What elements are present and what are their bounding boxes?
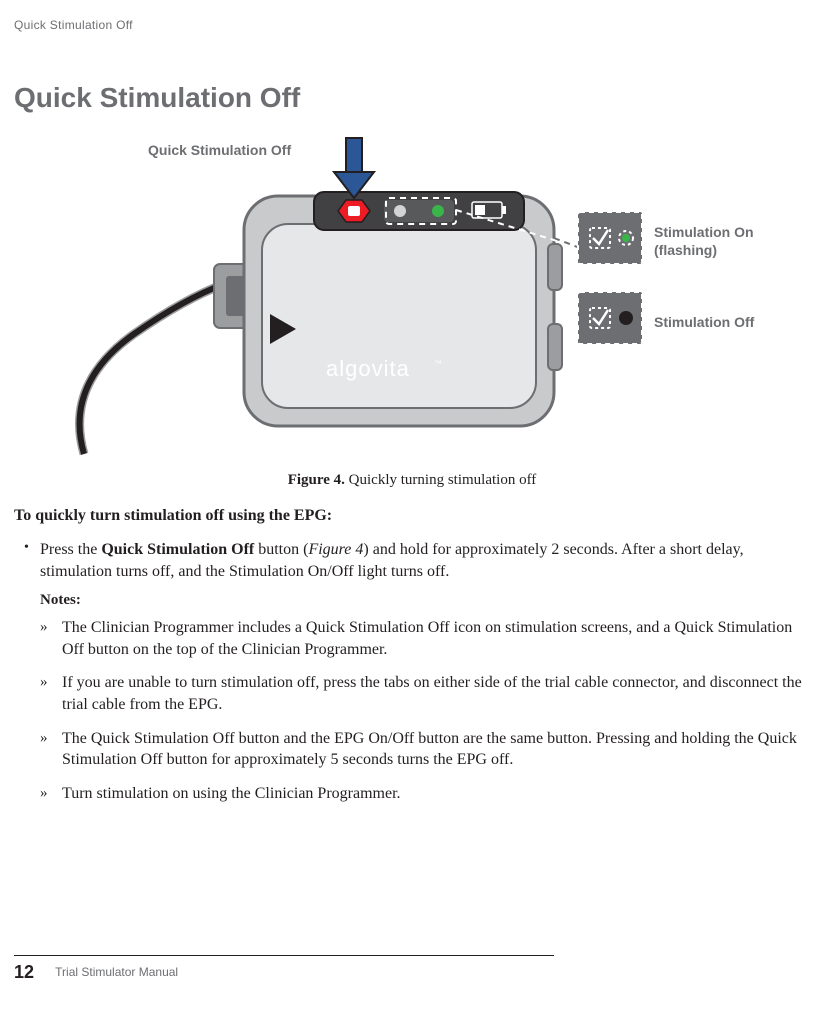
bullet-pre: Press the — [40, 541, 101, 558]
note-item: If you are unable to turn stimulation of… — [62, 672, 810, 715]
page-number: 12 — [14, 962, 34, 982]
main-bullet-list: Press the Quick Stimulation Off button (… — [14, 539, 810, 582]
svg-text:™: ™ — [434, 359, 442, 368]
note-item: The Quick Stimulation Off button and the… — [62, 728, 810, 771]
inset-on-label: Stimulation On (flashing) — [654, 224, 754, 259]
inset-off-label: Stimulation Off — [654, 314, 754, 330]
inset-stim-on — [578, 212, 642, 264]
device-logo-text: algovita — [326, 356, 410, 381]
figure-caption-strong: Figure 4. — [288, 472, 345, 488]
device-illustration: algovita ™ — [14, 124, 814, 464]
inset-on-line2: (flashing) — [654, 242, 717, 258]
bullet-bold: Quick Stimulation Off — [101, 541, 254, 558]
page-footer: 12 Trial Stimulator Manual — [14, 955, 810, 983]
bullet-figref: Figure 4 — [308, 541, 363, 558]
pointer-arrow — [334, 138, 374, 198]
bullet-mid: button ( — [254, 541, 308, 558]
footer-rule — [14, 955, 554, 956]
figure-caption-rest: Quickly turning stimulation off — [345, 472, 536, 488]
note-item: Turn stimulation on using the Clinician … — [62, 783, 810, 805]
inset-on-line1: Stimulation On — [654, 224, 754, 240]
note-item: The Clinician Programmer includes a Quic… — [62, 617, 810, 660]
notes-list: The Clinician Programmer includes a Quic… — [14, 617, 810, 804]
manual-title: Trial Stimulator Manual — [55, 965, 178, 979]
section-title: Quick Stimulation Off — [14, 82, 810, 114]
running-head: Quick Stimulation Off — [14, 18, 810, 32]
instruction-title: To quickly turn stimulation off using th… — [14, 507, 810, 525]
figure-4: Quick Stimulation Off Stimulation On (fl… — [14, 124, 810, 464]
main-bullet: Press the Quick Stimulation Off button (… — [40, 539, 810, 582]
footer-line: 12 Trial Stimulator Manual — [14, 962, 810, 983]
inset-stim-off — [578, 292, 642, 344]
notes-label: Notes: — [40, 592, 810, 609]
pointer-label: Quick Stimulation Off — [148, 142, 291, 158]
figure-caption: Figure 4. Quickly turning stimulation of… — [14, 472, 810, 489]
